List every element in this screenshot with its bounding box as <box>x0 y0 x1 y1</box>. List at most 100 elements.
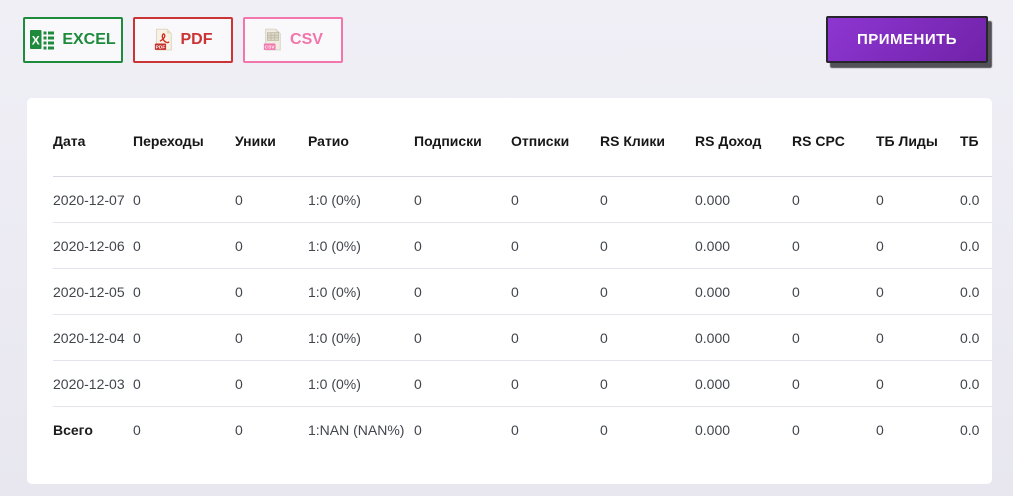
column-header: Дата <box>53 98 133 177</box>
value-cell: 0 <box>235 360 308 407</box>
date-cell: 2020-12-03 <box>53 360 133 407</box>
value-cell: 0 <box>133 176 235 223</box>
total-value-cell: 1:NAN (NAN%) <box>308 422 405 438</box>
value-cell: 0 <box>414 268 511 315</box>
value-cell: 0.0 <box>960 360 992 407</box>
value-cell: 0 <box>133 222 235 269</box>
value-cell: 0 <box>235 268 308 315</box>
table-row: 2020-12-06 0 0 1:0 (0%) 0 0 0 0.000 0 0 0.0 <box>53 222 992 269</box>
value-cell: 0.000 <box>695 176 792 223</box>
column-header: Подписки <box>414 98 511 177</box>
table-row: 2020-12-05 0 0 1:0 (0%) 0 0 0 0.000 0 0 0.0 <box>53 268 992 315</box>
value-cell: 0.0 <box>960 222 992 269</box>
table-header-row: Дата Переходы Уники Ратио Подписки Отписки RS … <box>53 98 992 177</box>
value-cell: 0 <box>792 314 876 361</box>
total-value-cell: 0 <box>414 422 422 438</box>
total-value-cell: 0 <box>600 422 608 438</box>
column-header: ТБ <box>960 98 992 177</box>
value-cell: 0 <box>600 314 695 361</box>
column-header: RS CPC <box>792 98 876 177</box>
value-cell: 1:0 (0%) <box>308 176 414 223</box>
stats-table-card: Дата Переходы Уники Ратио Подписки Отписки RS … <box>27 98 992 484</box>
total-value-cell: 0 <box>792 422 800 438</box>
value-cell: 0 <box>511 314 600 361</box>
value-cell: 0 <box>792 360 876 407</box>
value-cell: 0 <box>414 360 511 407</box>
table-row: 2020-12-07 0 0 1:0 (0%) 0 0 0 0.000 0 0 0.0 <box>53 176 992 223</box>
value-cell: 0 <box>792 222 876 269</box>
table-row: 2020-12-03 0 0 1:0 (0%) 0 0 0 0.000 0 0 0.0 <box>53 360 992 407</box>
value-cell: 0.0 <box>960 314 992 361</box>
value-cell: 0 <box>876 268 960 315</box>
svg-text:PDF: PDF <box>155 44 165 50</box>
export-csv-button[interactable]: CSV CSV <box>243 16 343 63</box>
toolbar: X EXCEL PDF PDF <box>0 0 1013 63</box>
svg-text:X: X <box>32 34 40 48</box>
column-header: Переходы <box>133 98 235 177</box>
total-value-cell: 0 <box>876 422 884 438</box>
svg-text:CSV: CSV <box>265 44 276 50</box>
export-excel-button[interactable]: X EXCEL <box>23 16 123 63</box>
value-cell: 0 <box>235 314 308 361</box>
value-cell: 0 <box>414 176 511 223</box>
total-value-cell: 0 <box>235 422 243 438</box>
value-cell: 0 <box>414 314 511 361</box>
date-cell: 2020-12-05 <box>53 268 133 315</box>
value-cell: 0.000 <box>695 360 792 407</box>
value-cell: 1:0 (0%) <box>308 268 414 315</box>
value-cell: 0 <box>876 314 960 361</box>
value-cell: 0 <box>235 176 308 223</box>
value-cell: 0 <box>235 222 308 269</box>
total-value-cell: 0 <box>511 422 519 438</box>
total-value-cell: 0.0 <box>960 422 980 438</box>
value-cell: 1:0 (0%) <box>308 222 414 269</box>
value-cell: 0.0 <box>960 176 992 223</box>
value-cell: 0.0 <box>960 268 992 315</box>
export-csv-label: CSV <box>290 30 323 48</box>
column-header: Отписки <box>511 98 600 177</box>
value-cell: 0 <box>600 268 695 315</box>
value-cell: 0 <box>414 222 511 269</box>
total-value-cell: 0 <box>133 422 141 438</box>
column-header: RS Клики <box>600 98 695 177</box>
excel-file-icon: X <box>30 29 55 50</box>
value-cell: 0 <box>876 222 960 269</box>
value-cell: 0 <box>792 268 876 315</box>
value-cell: 0 <box>133 268 235 315</box>
table-row: 2020-12-04 0 0 1:0 (0%) 0 0 0 0.000 0 0 0.0 <box>53 314 992 361</box>
export-pdf-label: PDF <box>180 30 213 48</box>
export-excel-label: EXCEL <box>62 30 116 48</box>
value-cell: 0.000 <box>695 314 792 361</box>
column-header: Уники <box>235 98 308 177</box>
value-cell: 0.000 <box>695 268 792 315</box>
stats-table: Дата Переходы Уники Ратио Подписки Отписки RS … <box>53 98 992 452</box>
date-cell: 2020-12-07 <box>53 176 133 223</box>
total-label-cell: Всего <box>53 422 93 438</box>
value-cell: 1:0 (0%) <box>308 360 414 407</box>
value-cell: 1:0 (0%) <box>308 314 414 361</box>
date-cell: 2020-12-06 <box>53 222 133 269</box>
value-cell: 0 <box>133 360 235 407</box>
column-header: ТБ Лиды <box>876 98 960 177</box>
pdf-file-icon: PDF <box>154 28 173 52</box>
value-cell: 0 <box>511 360 600 407</box>
total-value-cell: 0.000 <box>695 422 731 438</box>
value-cell: 0 <box>511 222 600 269</box>
value-cell: 0.000 <box>695 222 792 269</box>
table-body: 2020-12-07 0 0 1:0 (0%) 0 0 0 0.000 0 0 0.0 2020-12… <box>53 176 992 453</box>
value-cell: 0 <box>600 176 695 223</box>
value-cell: 0 <box>792 176 876 223</box>
value-cell: 0 <box>876 360 960 407</box>
value-cell: 0 <box>876 176 960 223</box>
column-header: Ратио <box>308 98 414 177</box>
csv-file-icon: CSV <box>263 28 282 52</box>
table-total-row: Всего 0 0 1:NAN (NAN%) 0 0 0 0.000 0 0 0.0 <box>53 407 992 453</box>
apply-button[interactable]: ПРИМЕНИТЬ <box>826 16 988 63</box>
column-header: RS Доход <box>695 98 792 177</box>
export-pdf-button[interactable]: PDF PDF <box>133 16 233 63</box>
value-cell: 0 <box>600 222 695 269</box>
date-cell: 2020-12-04 <box>53 314 133 361</box>
value-cell: 0 <box>600 360 695 407</box>
value-cell: 0 <box>511 176 600 223</box>
value-cell: 0 <box>133 314 235 361</box>
